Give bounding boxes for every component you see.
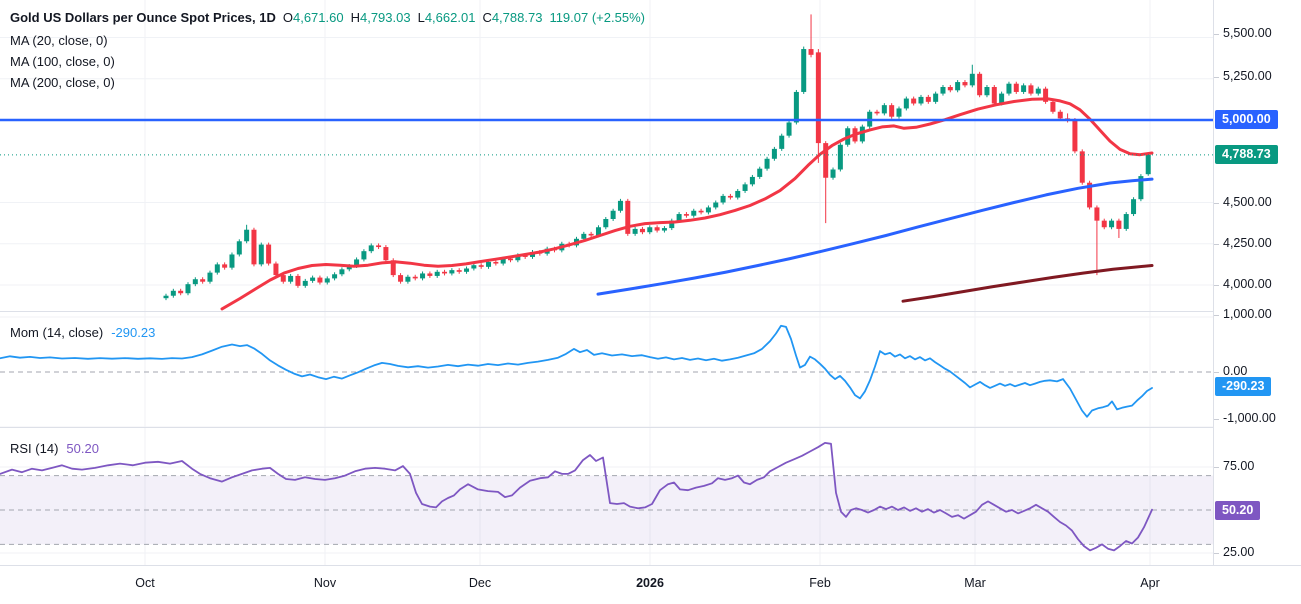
momentum-value: -290.23 [111,325,156,340]
time-axis-label[interactable]: Oct [135,576,155,590]
price-axis-label: 4,250.00 [1223,236,1272,250]
time-axis-label[interactable]: Apr [1140,576,1160,590]
axis-tick [1214,203,1219,204]
price-axis-label: 4,000.00 [1223,277,1272,291]
price-axis-label: 1,000.00 [1223,307,1272,321]
price-axis-badge: 5,000.00 [1215,110,1278,129]
rsi-legend[interactable]: RSI (14) 50.20 [10,441,99,456]
time-axis-label[interactable]: 2026 [636,576,664,590]
price-axis-label: -1,000.00 [1223,411,1276,425]
time-axis-label[interactable]: Mar [964,576,986,590]
price-axis-badge: -290.23 [1215,377,1272,396]
rsi-value: 50.20 [66,441,99,456]
axis-tick [1214,285,1219,286]
axis-tick [1214,34,1219,35]
high-label: H [350,10,360,25]
low-label: L [417,10,425,25]
axis-tick [1214,77,1219,78]
open-value: 4,671.60 [292,10,344,25]
time-axis-label[interactable]: Nov [313,576,337,590]
time-axis-label[interactable]: Feb [809,576,831,590]
high-value: 4,793.03 [359,10,411,25]
axis-tick [1214,244,1219,245]
price-axis-label: 4,500.00 [1223,195,1272,209]
axis-tick [1214,467,1219,468]
axis-tick [1214,419,1219,420]
close-label: C [482,10,492,25]
ma100-legend[interactable]: MA (100, close, 0) [10,54,115,69]
rsi-label: RSI (14) [10,441,59,456]
open-label: O [282,10,293,25]
momentum-label: Mom (14, close) [10,325,104,340]
price-axis[interactable]: 5,500.00 5,250.00 4,500.00 4,250.00 4,000.00… [1213,0,1301,565]
symbol-title[interactable]: Gold US Dollars per Ounce Spot Prices, 1… [10,10,276,25]
momentum-legend[interactable]: Mom (14, close) -290.23 [10,325,155,340]
ma200-legend[interactable]: MA (200, close, 0) [10,75,115,90]
price-axis-label: 5,500.00 [1223,26,1272,40]
time-axis[interactable]: Oct Nov Dec 2026 Feb Mar Apr [0,565,1301,604]
ma20-legend[interactable]: MA (20, close, 0) [10,33,108,48]
axis-tick [1214,315,1219,316]
axis-tick [1214,553,1219,554]
price-axis-label: 0.00 [1223,364,1248,378]
time-axis-label[interactable]: Dec [468,576,492,590]
close-value: 4,788.73 [491,10,543,25]
change-value: 119.07 (+2.55%) [549,10,645,25]
price-axis-label: 25.00 [1223,545,1255,559]
low-value: 4,662.01 [424,10,476,25]
price-axis-label: 5,250.00 [1223,69,1272,83]
axis-tick [1214,372,1219,373]
price-axis-label: 75.00 [1223,459,1255,473]
price-axis-badge: 50.20 [1215,501,1261,520]
price-axis-badge: 4,788.73 [1215,145,1278,164]
price-pane-legend: Gold US Dollars per Ounce Spot Prices, 1… [10,10,645,25]
